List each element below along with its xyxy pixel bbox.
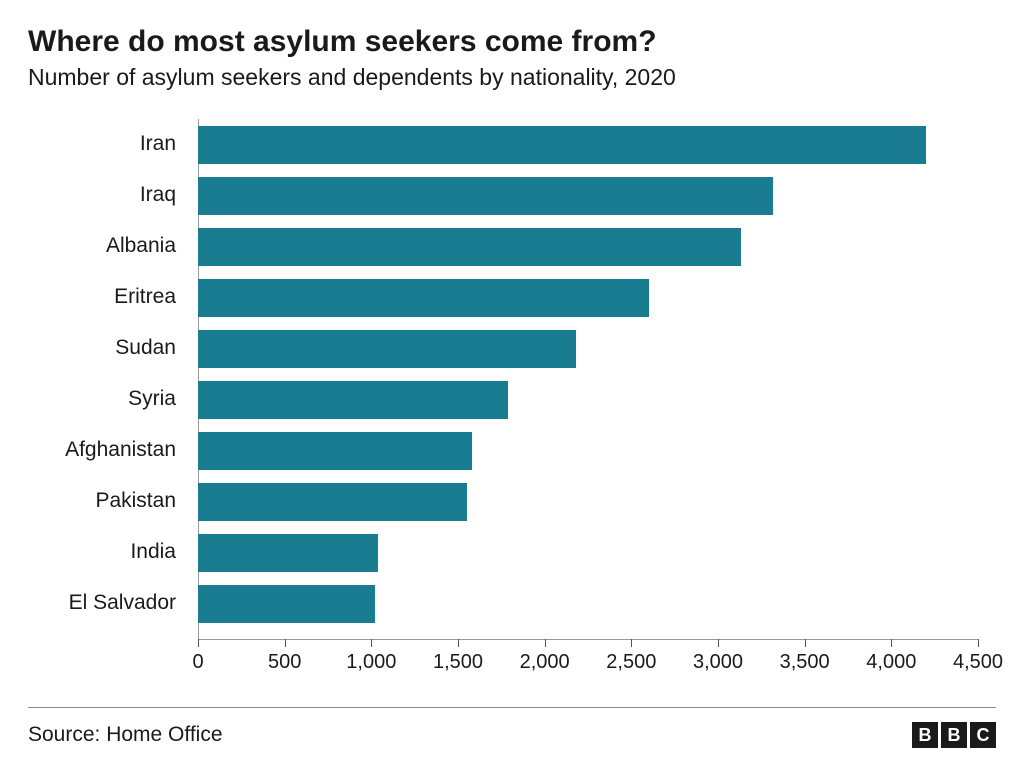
bar [198,177,773,215]
x-tick-label: 4,500 [953,651,1003,674]
x-tick [805,639,806,647]
bar-label: Syria [28,387,188,411]
x-tick [371,639,372,647]
bar-label: Pakistan [28,489,188,513]
x-tick [545,639,546,647]
x-tick-label: 500 [268,651,301,674]
x-tick [978,639,979,647]
bar-label: Afghanistan [28,438,188,462]
x-tick [285,639,286,647]
bar [198,279,649,317]
x-tick [718,639,719,647]
x-tick-label: 1,500 [433,651,483,674]
source-text: Source: Home Office [28,723,223,747]
bar [198,483,467,521]
bar [198,228,741,266]
x-tick-label: 4,000 [866,651,916,674]
x-tick [458,639,459,647]
plot-region: IranIraqAlbaniaEritreaSudanSyriaAfghanis… [198,119,978,639]
x-tick-label: 3,500 [780,651,830,674]
bar-label: Sudan [28,336,188,360]
bar [198,534,378,572]
x-tick-label: 2,500 [606,651,656,674]
x-axis-line [198,639,978,640]
chart-area: IranIraqAlbaniaEritreaSudanSyriaAfghanis… [38,119,978,679]
bbc-logo-letter: C [970,722,996,748]
bbc-logo-letter: B [941,722,967,748]
x-tick-label: 3,000 [693,651,743,674]
bar [198,126,926,164]
x-tick-label: 1,000 [346,651,396,674]
x-tick [631,639,632,647]
x-tick-label: 2,000 [520,651,570,674]
bar [198,585,375,623]
x-tick [198,639,199,647]
bar [198,432,472,470]
bar-label: Iran [28,132,188,156]
bar-label: Iraq [28,183,188,207]
bar-label: India [28,540,188,564]
bar-label: El Salvador [28,591,188,615]
chart-footer: Source: Home Office B B C [28,707,996,748]
bar [198,381,508,419]
bar [198,330,576,368]
chart-subtitle: Number of asylum seekers and dependents … [28,64,996,91]
chart-title: Where do most asylum seekers come from? [28,24,996,60]
bbc-logo: B B C [912,722,996,748]
bbc-logo-letter: B [912,722,938,748]
x-tick [891,639,892,647]
bar-label: Eritrea [28,285,188,309]
bar-label: Albania [28,234,188,258]
chart-container: Where do most asylum seekers come from? … [0,0,1024,772]
x-tick-label: 0 [192,651,203,674]
